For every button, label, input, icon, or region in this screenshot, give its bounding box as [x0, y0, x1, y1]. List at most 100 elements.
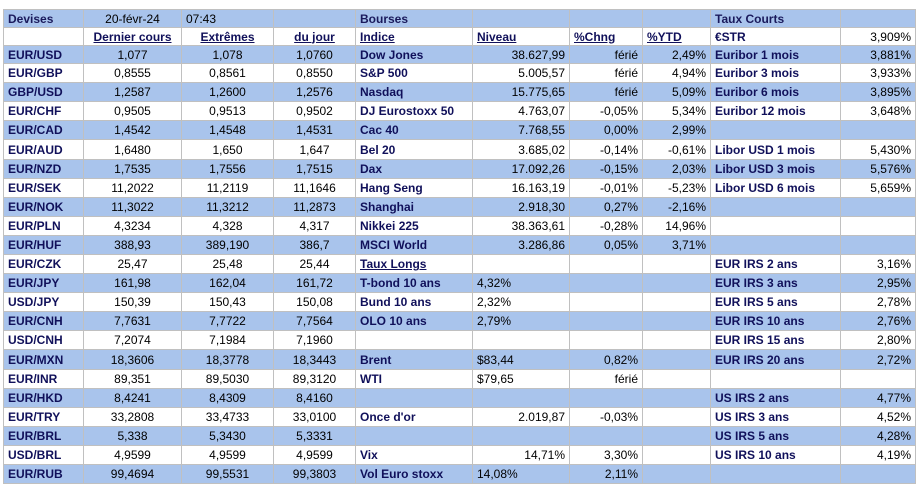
rate-name: Libor USD 6 mois	[710, 178, 841, 198]
index-ytd: 3,71%	[642, 235, 711, 255]
table-row: EUR/USD 1,077 1,078 1,0760 Dow Jones 38.627,9…	[3, 45, 916, 64]
index-level: 14,08%	[472, 464, 570, 484]
rate-value	[840, 464, 916, 484]
low-price: 99,3803	[273, 464, 356, 484]
rate-name: EUR IRS 5 ans	[710, 292, 841, 312]
rate-value: 2,76%	[840, 311, 916, 331]
index-ytd: -5,23%	[642, 178, 711, 198]
table-row: EUR/SEK 11,2022 11,2119 11,1646 Hang Seng 16.…	[3, 178, 916, 198]
index-name: Cac 40	[355, 120, 473, 140]
rate-value	[840, 197, 916, 217]
index-name: S&P 500	[355, 63, 473, 83]
market-table: Devises 20-févr-24 07:43 Bourses Taux Co…	[3, 9, 916, 484]
low-price: 4,9599	[273, 445, 356, 465]
rate-value	[840, 216, 916, 236]
index-change: 3,30%	[569, 445, 643, 465]
fx-pair: EUR/RUB	[3, 464, 84, 484]
index-ytd	[642, 349, 711, 370]
bourses-header: Bourses	[355, 9, 473, 28]
rate-value: 4,77%	[840, 388, 916, 408]
index-change	[569, 254, 643, 274]
fx-pair: EUR/GBP	[3, 63, 84, 83]
ytd-header: %YTD	[642, 27, 711, 46]
index-level: 38.627,99	[472, 45, 570, 64]
index-change: -0,14%	[569, 139, 643, 160]
index-name: Bel 20	[355, 139, 473, 160]
index-level: 3.286,86	[472, 235, 570, 255]
estr-label: €STR	[710, 27, 841, 46]
table-row: EUR/MXN 18,3606 18,3778 18,3443 Brent $83,44 0…	[3, 349, 916, 370]
index-name: Nasdaq	[355, 82, 473, 102]
fx-pair: EUR/HKD	[3, 388, 84, 408]
rate-value: 2,95%	[840, 273, 916, 293]
rate-value: 4,52%	[840, 407, 916, 427]
rate-value: 5,659%	[840, 178, 916, 198]
index-name: Once d'or	[355, 407, 473, 427]
high-price: 1,4548	[181, 120, 274, 140]
index-level	[472, 254, 570, 274]
last-price: 7,7631	[83, 311, 182, 331]
table-row: EUR/CZK 25,47 25,48 25,44 Taux Longs EUR IRS …	[3, 254, 916, 274]
rate-name: Euribor 6 mois	[710, 82, 841, 102]
fx-pair: USD/BRL	[3, 445, 84, 465]
rate-name: Euribor 1 mois	[710, 45, 841, 64]
fx-pair: EUR/TRY	[3, 407, 84, 427]
rate-name: EUR IRS 3 ans	[710, 273, 841, 293]
rate-name: EUR IRS 2 ans	[710, 254, 841, 274]
fx-pair: EUR/CNH	[3, 311, 84, 331]
index-change	[569, 426, 643, 446]
index-change	[569, 330, 643, 350]
index-change: 0,82%	[569, 349, 643, 370]
rate-value: 5,430%	[840, 139, 916, 160]
rate-name: EUR IRS 15 ans	[710, 330, 841, 350]
index-change: 0,00%	[569, 120, 643, 140]
last-price: 1,4542	[83, 120, 182, 140]
index-ytd	[642, 407, 711, 427]
fx-pair: EUR/INR	[3, 369, 84, 389]
fx-pair: GBP/USD	[3, 82, 84, 102]
index-name: DJ Eurostoxx 50	[355, 101, 473, 121]
index-ytd	[642, 369, 711, 389]
high-price: 0,9513	[181, 101, 274, 121]
index-name: Vol Euro stoxx	[355, 464, 473, 484]
last-price: 161,98	[83, 273, 182, 293]
rate-value: 5,576%	[840, 159, 916, 179]
low-price: 1,647	[273, 139, 356, 160]
index-change: -0,01%	[569, 178, 643, 198]
index-change	[569, 311, 643, 331]
rate-value: 3,16%	[840, 254, 916, 274]
index-ytd: -2,16%	[642, 197, 711, 217]
header-row: Devises 20-févr-24 07:43 Bourses Taux Co…	[3, 9, 916, 28]
low-price: 89,3120	[273, 369, 356, 389]
low-price: 33,0100	[273, 407, 356, 427]
index-level: $83,44	[472, 349, 570, 370]
index-level	[472, 426, 570, 446]
high-price: 99,5531	[181, 464, 274, 484]
last-price: 11,2022	[83, 178, 182, 198]
last-price: 89,351	[83, 369, 182, 389]
index-ytd	[642, 311, 711, 331]
rate-name: US IRS 3 ans	[710, 407, 841, 427]
rate-name	[710, 216, 841, 236]
fx-pair: EUR/CAD	[3, 120, 84, 140]
rate-name: Libor USD 3 mois	[710, 159, 841, 179]
fx-pair: EUR/AUD	[3, 139, 84, 160]
index-ytd	[642, 388, 711, 408]
devises-header: Devises	[3, 9, 84, 28]
rate-value: 3,933%	[840, 63, 916, 83]
rate-name: Libor USD 1 mois	[710, 139, 841, 160]
low-price: 1,7515	[273, 159, 356, 179]
low-price: 1,2576	[273, 82, 356, 102]
index-ytd: 5,09%	[642, 82, 711, 102]
last-price: 4,9599	[83, 445, 182, 465]
fx-pair: EUR/JPY	[3, 273, 84, 293]
index-name: WTI	[355, 369, 473, 389]
rate-value: 3,881%	[840, 45, 916, 64]
rate-name	[710, 120, 841, 140]
fx-pair: USD/JPY	[3, 292, 84, 312]
index-name: Vix	[355, 445, 473, 465]
table-row: EUR/TRY 33,2808 33,4733 33,0100 Once d'or 2.0…	[3, 407, 916, 427]
index-level: 4,32%	[472, 273, 570, 293]
low-price: 1,0760	[273, 45, 356, 64]
last-price: 5,338	[83, 426, 182, 446]
